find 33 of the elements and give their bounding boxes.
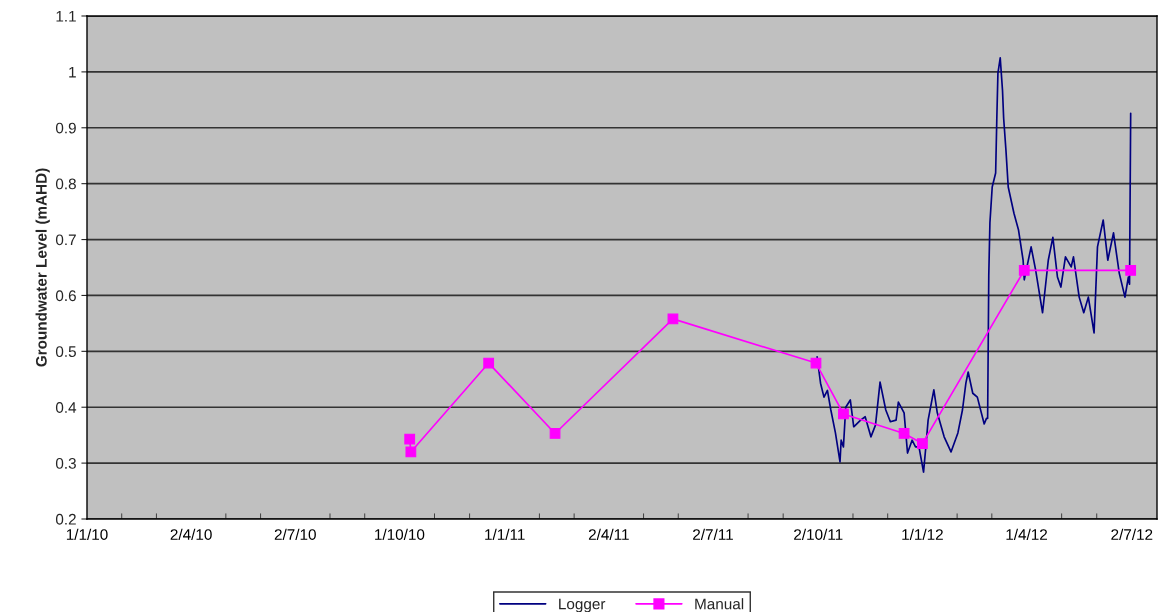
point: [405, 446, 417, 458]
point: [1018, 264, 1030, 276]
y-tick-label: 1: [69, 66, 76, 78]
x-tick-label: 2/7/11: [693, 528, 733, 540]
x-tick-label: 1/10/10: [375, 528, 425, 540]
legend-label: Manual: [695, 598, 744, 610]
y-tick-label: 0.3: [55, 457, 76, 469]
x-tick-label: 2/4/10: [170, 528, 212, 540]
x-tick-label: 2/7/10: [274, 528, 316, 540]
y-tick-label: 0.6: [55, 290, 76, 302]
point: [404, 433, 416, 445]
y-tick-label: 0.8: [55, 178, 76, 190]
x-tick-label: 2/7/12: [1111, 528, 1153, 540]
x-tick-label: 1/1/11: [485, 528, 525, 540]
y-tick-label: 0.2: [55, 513, 76, 525]
point: [1125, 264, 1137, 276]
point: [898, 428, 910, 439]
x-tick-label: 2/4/11: [588, 528, 629, 540]
x-tick-label: 1/1/10: [66, 528, 108, 540]
y-tick-label: 0.7: [55, 234, 76, 246]
x-tick-label: 1/4/12: [1006, 528, 1048, 540]
y-tick-label: 0.4: [55, 402, 77, 413]
point: [483, 357, 495, 369]
x-tick-label: 2/10/11: [794, 528, 843, 540]
y-tick-label: 0.9: [55, 122, 76, 134]
y-tick-label: 0.5: [55, 346, 76, 358]
x-tick-label: 1/1/12: [902, 528, 943, 540]
point: [549, 428, 561, 439]
legend-label: Logger: [559, 598, 606, 612]
y-axis-title: Groundwater Level (mAHD): [35, 168, 50, 367]
point: [838, 408, 849, 420]
point: [917, 438, 928, 449]
y-tick-label: 1.1: [56, 11, 76, 22]
